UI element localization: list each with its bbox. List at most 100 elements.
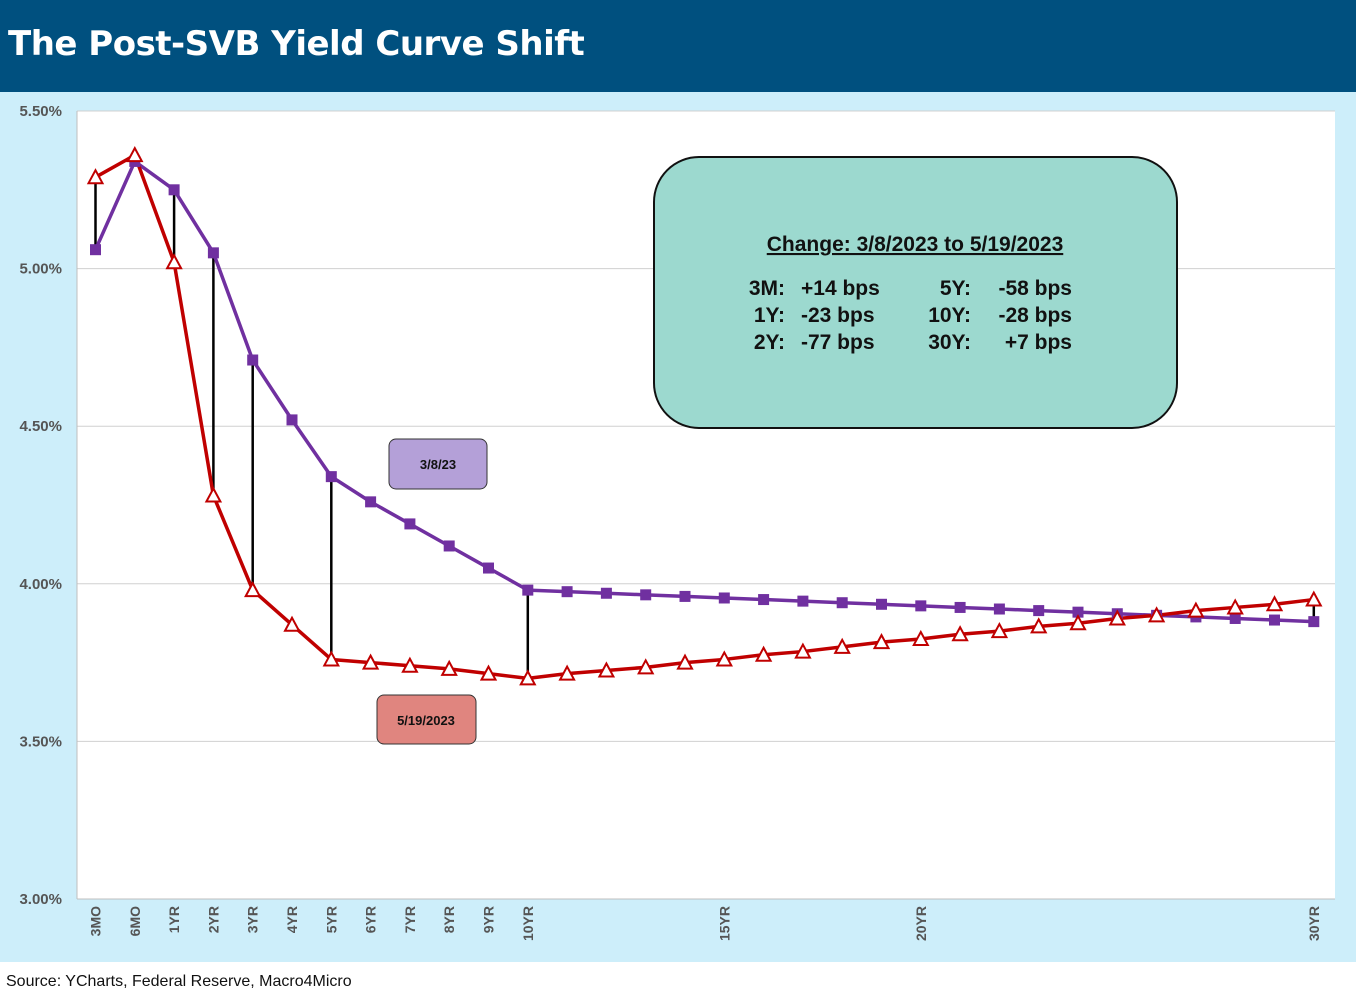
marker-3-8-23 (1269, 614, 1280, 626)
marker-5-19-2023 (676, 653, 694, 670)
marker-3-8-23 (90, 244, 101, 256)
marker-5-19-2023 (244, 580, 262, 598)
marker-5-19-2023 (794, 642, 812, 659)
x-tick-label: 3YR (245, 906, 261, 933)
marker-5-19-2023 (1305, 590, 1323, 607)
source-note: Source: YCharts, Federal Reserve, Macro4… (6, 973, 352, 990)
series-line-3-8-23 (93, 159, 1314, 624)
change-label: 3M: (749, 277, 785, 300)
x-tick-label: 2YR (205, 906, 221, 933)
marker-3-8-23 (915, 600, 927, 612)
marker-5-19-2023 (1147, 606, 1166, 623)
marker-5-19-2023 (361, 653, 380, 670)
series-label-3-8-23: 3/8/23 (420, 457, 456, 472)
marker-3-8-23 (561, 586, 573, 598)
marker-3-8-23 (1229, 612, 1241, 624)
x-tick-label: 20YR (913, 906, 929, 941)
marker-5-19-2023 (1226, 598, 1244, 615)
marker-3-8-23 (286, 414, 298, 426)
label-box-5-19-2023 (376, 694, 477, 745)
marker-3-8-23 (483, 562, 494, 574)
x-tick-label: 30YR (1306, 906, 1322, 941)
y-tick-label: 5.50% (19, 103, 62, 120)
marker-5-19-2023 (597, 661, 616, 678)
y-tick-label: 3.00% (19, 891, 62, 908)
change-value: -28 bps (998, 304, 1072, 327)
x-tick-label: 10YR (520, 906, 536, 941)
marker-3-8-23 (1033, 605, 1045, 617)
change-summary-box (653, 156, 1178, 429)
marker-5-19-2023 (126, 146, 144, 163)
change-value: -77 bps (801, 331, 875, 354)
marker-3-8-23 (404, 518, 416, 530)
marker-5-19-2023 (754, 645, 773, 662)
marker-5-19-2023 (479, 664, 498, 681)
x-tick-label: 9YR (481, 906, 497, 933)
change-value: -58 bps (998, 277, 1072, 300)
marker-3-8-23 (247, 354, 259, 366)
marker-5-19-2023 (833, 637, 851, 654)
x-tick-label: 6MO (127, 906, 143, 936)
marker-5-19-2023 (1187, 601, 1205, 618)
marker-3-8-23 (600, 587, 612, 599)
marker-5-19-2023 (1265, 595, 1284, 612)
x-tick-label: 3MO (88, 906, 104, 936)
marker-3-8-23 (365, 496, 377, 508)
series-label-5-19-2023: 5/19/2023 (397, 713, 455, 728)
marker-5-19-2023 (1108, 609, 1126, 626)
marker-3-8-23 (168, 184, 180, 196)
marker-5-19-2023 (519, 669, 537, 686)
marker-3-8-23 (522, 584, 534, 596)
page-title: The Post-SVB Yield Curve Shift (8, 24, 585, 64)
marker-5-19-2023 (951, 625, 969, 642)
marker-5-19-2023 (990, 621, 1009, 639)
marker-3-8-23 (993, 603, 1005, 615)
marker-5-19-2023 (1069, 614, 1087, 631)
footer: Source: YCharts, Federal Reserve, Macro4… (0, 962, 1356, 1000)
change-value: +7 bps (1005, 331, 1072, 354)
x-tick-label: 8YR (441, 906, 457, 933)
marker-5-19-2023 (872, 633, 891, 650)
marker-3-8-23 (797, 595, 809, 607)
marker-5-19-2023 (322, 650, 340, 667)
marker-5-19-2023 (440, 659, 458, 676)
marker-3-8-23 (325, 471, 337, 483)
y-tick-label: 5.00% (19, 261, 62, 278)
marker-3-8-23 (443, 540, 455, 552)
x-tick-label: 15YR (716, 906, 732, 941)
marker-3-8-23 (1072, 606, 1084, 618)
marker-5-19-2023 (165, 253, 183, 270)
change-value: -23 bps (801, 304, 875, 327)
marker-5-19-2023 (912, 629, 930, 646)
change-summary-title: Change: 3/8/2023 to 5/19/2023 (767, 233, 1064, 256)
y-tick-label: 3.50% (19, 733, 62, 750)
marker-5-19-2023 (204, 486, 223, 503)
marker-3-8-23 (640, 589, 652, 601)
marker-3-8-23 (876, 598, 887, 610)
x-tick-label: 4YR (284, 906, 300, 933)
label-box-3-8-23 (388, 438, 488, 490)
change-label: 5Y: (940, 277, 971, 300)
change-label: 10Y: (928, 304, 971, 327)
marker-5-19-2023 (558, 664, 576, 681)
change-label: 30Y: (928, 331, 971, 354)
marker-3-8-23 (1308, 616, 1320, 628)
marker-3-8-23 (836, 597, 848, 609)
x-tick-label: 1YR (166, 906, 182, 933)
change-label: 2Y: (754, 331, 785, 354)
y-tick-label: 4.00% (19, 576, 62, 593)
marker-3-8-23 (207, 247, 219, 259)
marker-5-19-2023 (283, 615, 301, 632)
marker-3-8-23 (758, 594, 770, 606)
marker-5-19-2023 (715, 650, 733, 667)
x-tick-label: 6YR (363, 906, 379, 933)
marker-3-8-23 (679, 590, 691, 602)
marker-5-19-2023 (86, 168, 105, 185)
change-value: +14 bps (801, 277, 880, 300)
y-tick-label: 4.50% (19, 418, 62, 435)
x-tick-label: 5YR (323, 906, 339, 933)
title-bar: The Post-SVB Yield Curve Shift (0, 0, 1356, 92)
marker-3-8-23 (954, 601, 966, 613)
marker-5-19-2023 (1030, 617, 1048, 634)
